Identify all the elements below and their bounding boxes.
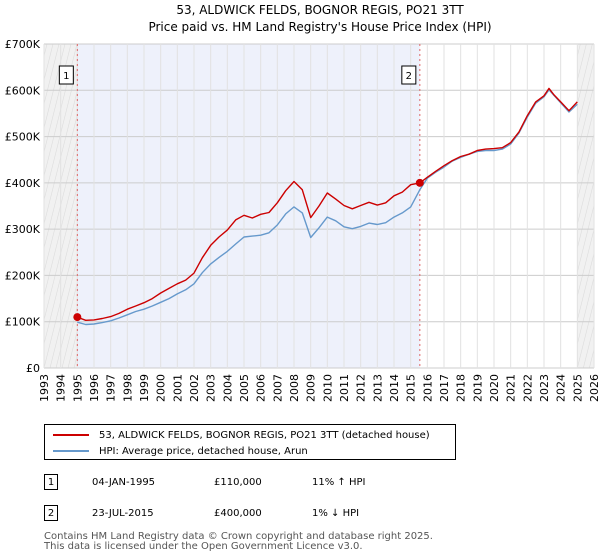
x-tick-label: 2001 <box>171 374 184 402</box>
hatch-line <box>44 89 78 226</box>
sale-price-2: £400,000 <box>214 508 262 519</box>
sale-date-1: 04-JAN-1995 <box>92 477 156 488</box>
legend-swatch-hpi <box>53 450 89 452</box>
hatch-line <box>44 185 78 322</box>
x-tick-label: 2025 <box>571 374 584 402</box>
x-tick-label: 2008 <box>288 374 301 402</box>
sale-price-1: £110,000 <box>214 477 262 488</box>
x-tick-label: 2007 <box>271 374 284 402</box>
shaded-region <box>577 44 594 368</box>
x-tick-label: 2013 <box>371 374 384 402</box>
x-tick-label: 2020 <box>488 374 501 402</box>
x-tick-label: 1994 <box>55 374 68 402</box>
hatch-line <box>577 60 594 130</box>
legend: 53, ALDWICK FELDS, BOGNOR REGIS, PO21 3T… <box>44 424 456 460</box>
hatch-line <box>577 300 594 368</box>
sale-box-label-2: 2 <box>406 71 412 82</box>
series-line-property <box>77 87 578 321</box>
chart-title: 53, ALDWICK FELDS, BOGNOR REGIS, PO21 3T… <box>176 3 464 17</box>
hatch-line <box>44 65 78 202</box>
x-tick-label: 1996 <box>88 374 101 402</box>
hatch-line <box>44 44 60 106</box>
hatch-line <box>577 276 594 346</box>
hatch-line <box>55 281 78 368</box>
footer: Contains HM Land Registry data © Crown c… <box>44 532 433 552</box>
x-tick-label: 2002 <box>188 374 201 402</box>
x-tick-label: 2022 <box>521 374 534 402</box>
sale-box-label-1: 1 <box>63 71 69 82</box>
price-chart: 53, ALDWICK FELDS, BOGNOR REGIS, PO21 3T… <box>5 3 600 402</box>
x-tick-label: 2014 <box>388 374 401 402</box>
hatch-line <box>595 44 600 368</box>
hatch-line <box>44 44 72 154</box>
chart-subtitle: Price paid vs. HM Land Registry's House … <box>148 20 491 34</box>
sale-hpi-1: 11% ↑ HPI <box>312 477 366 488</box>
legend-swatch-property <box>53 434 89 436</box>
x-tick-label: 2010 <box>321 374 334 402</box>
sale-hpi-2: 1% ↓ HPI <box>312 508 360 519</box>
y-tick-label: £0 <box>26 362 40 375</box>
hatch-line <box>577 180 594 250</box>
legend-item-property: 53, ALDWICK FELDS, BOGNOR REGIS, PO21 3T… <box>53 427 430 443</box>
hatch-line <box>44 113 78 250</box>
hatch-line <box>44 161 78 298</box>
footer-line-2: This data is licensed under the Open Gov… <box>44 541 363 552</box>
shaded-region <box>77 44 420 368</box>
hatch-line <box>577 252 594 322</box>
hatch-line <box>44 233 78 368</box>
sale-box-1 <box>58 65 74 85</box>
x-tick-label: 1999 <box>138 374 151 402</box>
x-tick-label: 1998 <box>121 374 134 402</box>
x-tick-label: 2023 <box>538 374 551 402</box>
sale-marker-1: 1 <box>44 474 58 490</box>
hatch-line <box>49 257 78 368</box>
x-tick-label: 1993 <box>38 374 51 402</box>
y-tick-label: £500K <box>5 131 41 144</box>
sale-point-1 <box>73 313 82 322</box>
x-tick-label: 2018 <box>455 374 468 402</box>
x-tick-label: 2005 <box>238 374 251 402</box>
y-tick-label: £200K <box>5 269 41 282</box>
y-tick-label: £400K <box>5 177 41 190</box>
x-tick-label: 2016 <box>421 374 434 402</box>
sale-point-2 <box>415 178 424 187</box>
x-tick-label: 1995 <box>71 374 84 402</box>
footer-line-1: Contains HM Land Registry data © Crown c… <box>44 531 433 542</box>
x-tick-label: 2017 <box>438 374 451 402</box>
x-tick-label: 2021 <box>505 374 518 402</box>
sale-date-2: 23-JUL-2015 <box>92 508 154 519</box>
x-tick-label: 2019 <box>471 374 484 402</box>
hatch-line <box>577 84 594 154</box>
x-tick-label: 1997 <box>105 374 118 402</box>
sale-marker-2: 2 <box>44 505 58 521</box>
x-tick-label: 2006 <box>255 374 268 402</box>
x-tick-label: 2015 <box>405 374 418 402</box>
x-tick-label: 2024 <box>555 374 568 402</box>
legend-item-hpi: HPI: Average price, detached house, Arun <box>53 443 308 459</box>
sale-box-2 <box>401 65 417 85</box>
hatch-line <box>44 44 78 178</box>
y-tick-label: £600K <box>5 84 41 97</box>
legend-label-property: 53, ALDWICK FELDS, BOGNOR REGIS, PO21 3T… <box>99 429 430 441</box>
y-tick-label: £700K <box>5 38 41 51</box>
hatch-line <box>577 44 593 106</box>
x-tick-label: 2003 <box>205 374 218 402</box>
x-tick-label: 2011 <box>338 374 351 402</box>
hatch-line <box>577 156 594 226</box>
y-tick-label: £100K <box>5 316 41 329</box>
x-tick-label: 2000 <box>155 374 168 402</box>
series-line-hpi <box>77 89 578 326</box>
x-tick-label: 2012 <box>355 374 368 402</box>
legend-label-hpi: HPI: Average price, detached house, Arun <box>99 445 308 457</box>
x-tick-label: 2026 <box>588 374 600 402</box>
hatch-line <box>44 209 78 346</box>
hatch-line <box>44 44 66 130</box>
x-tick-label: 2004 <box>221 374 234 402</box>
x-tick-label: 2009 <box>305 374 318 402</box>
y-tick-label: £300K <box>5 223 41 236</box>
